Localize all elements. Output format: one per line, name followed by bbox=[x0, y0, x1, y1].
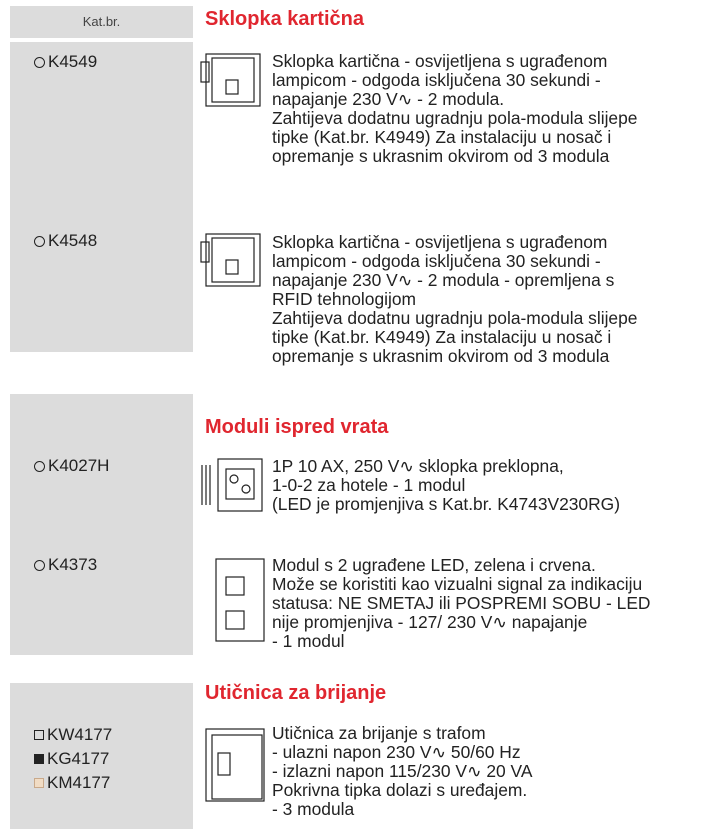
description-line: lampicom - odgoda isključena 30 sekundi … bbox=[272, 70, 601, 90]
marker bbox=[34, 235, 45, 247]
product-code: K4027H bbox=[34, 454, 109, 478]
kat-label: Kat.br. bbox=[10, 6, 193, 38]
description-line: - izlazni napon 115/230 V∿ 20 VA bbox=[272, 761, 533, 781]
marker bbox=[34, 754, 44, 764]
product-image bbox=[215, 558, 265, 642]
product-image bbox=[200, 233, 261, 287]
product-image bbox=[200, 53, 261, 107]
description-line: napajanje 230 V∿ - 2 modula - opremljena… bbox=[272, 270, 615, 290]
description-line: - ulazni napon 230 V∿ 50/60 Hz bbox=[272, 742, 521, 762]
marker bbox=[34, 559, 45, 571]
product-code: K4373 bbox=[34, 553, 97, 577]
code-column bbox=[10, 394, 193, 655]
code-column bbox=[10, 42, 193, 352]
description-line: Sklopka kartična - osvijetljena s ugrađe… bbox=[272, 51, 608, 71]
product-code: K4549 bbox=[34, 50, 97, 74]
marker bbox=[34, 56, 45, 68]
code-text: K4549 bbox=[48, 52, 98, 71]
code-text: K4373 bbox=[48, 555, 98, 574]
description-line: Utičnica za brijanje s trafom bbox=[272, 723, 486, 743]
product-image bbox=[205, 728, 265, 802]
code-text: KM4177 bbox=[47, 773, 111, 792]
description-line: opremanje s ukrasnim okvirom od 3 modula bbox=[272, 346, 610, 366]
description: Sklopka kartična - osvijetljena s ugrađe… bbox=[272, 52, 637, 166]
description-line: tipke (Kat.br. K4949) Za instalaciju u n… bbox=[272, 127, 612, 147]
marker bbox=[34, 460, 45, 472]
marker bbox=[34, 778, 44, 788]
product-image bbox=[201, 458, 263, 512]
description-line: Zahtijeva dodatnu ugradnju pola-modula s… bbox=[272, 108, 638, 128]
description-line: opremanje s ukrasnim okvirom od 3 modula bbox=[272, 146, 610, 166]
product-code: K4548 bbox=[34, 229, 97, 253]
description: Modul s 2 ugrađene LED, zelena i crvena.… bbox=[272, 556, 651, 651]
section-title: Sklopka kartična bbox=[205, 8, 364, 30]
code-text: KW4177 bbox=[47, 725, 113, 744]
description-line: (LED je promjenjiva s Kat.br. K4743V230R… bbox=[272, 494, 620, 514]
description-line: statusa: NE SMETAJ ili POSPREMI SOBU - L… bbox=[272, 593, 651, 613]
code-text: K4548 bbox=[48, 231, 98, 250]
description-line: Može se koristiti kao vizualni signal za… bbox=[272, 574, 643, 594]
product-code: KW4177 bbox=[34, 723, 112, 747]
marker bbox=[34, 730, 44, 740]
description-line: napajanje 230 V∿ - 2 modula. bbox=[272, 89, 505, 109]
description-line: Zahtijeva dodatnu ugradnju pola-modula s… bbox=[272, 308, 638, 328]
description-line: RFID tehnologijom bbox=[272, 289, 417, 309]
description-line: lampicom - odgoda isključena 30 sekundi … bbox=[272, 251, 601, 271]
description-line: nije promjenjiva - 127/ 230 V∿ napajanje bbox=[272, 612, 588, 632]
section-title: Moduli ispred vrata bbox=[205, 416, 389, 438]
description-line: tipke (Kat.br. K4949) Za instalaciju u n… bbox=[272, 327, 612, 347]
description-line: Sklopka kartična - osvijetljena s ugrađe… bbox=[272, 232, 608, 252]
code-text: KG4177 bbox=[47, 749, 110, 768]
product-code: KM4177 bbox=[34, 771, 110, 795]
description-line: 1P 10 AX, 250 V∿ sklopka preklopna, bbox=[272, 456, 564, 476]
code-text: K4027H bbox=[48, 456, 110, 475]
description-line: Modul s 2 ugrađene LED, zelena i crvena. bbox=[272, 555, 596, 575]
section-title: Utičnica za brijanje bbox=[205, 682, 387, 704]
description: Sklopka kartična - osvijetljena s ugrađe… bbox=[272, 233, 637, 366]
description-line: Pokrivna tipka dolazi s uređajem. bbox=[272, 780, 528, 800]
description: 1P 10 AX, 250 V∿ sklopka preklopna, 1-0-2… bbox=[272, 457, 620, 514]
description: Utičnica za brijanje s trafom - ulazni na… bbox=[272, 724, 532, 819]
description-line: - 3 modula bbox=[272, 799, 355, 819]
description-line: - 1 modul bbox=[272, 631, 345, 651]
description-line: 1-0-2 za hotele - 1 modul bbox=[272, 475, 466, 495]
product-code: KG4177 bbox=[34, 747, 109, 771]
